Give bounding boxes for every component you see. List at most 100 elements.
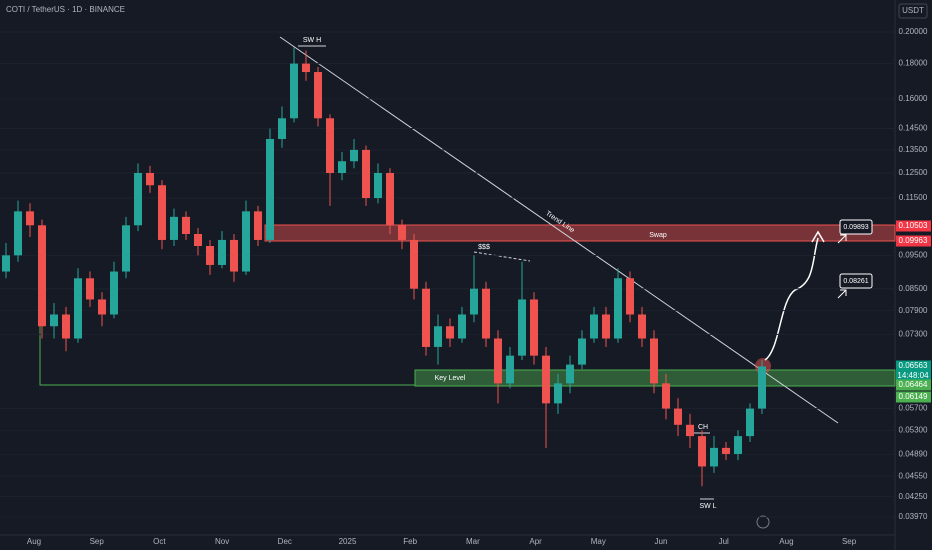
y-tick-label: 0.14500 <box>899 124 928 133</box>
candle-body <box>278 118 286 139</box>
price-label: 14:48:04 <box>897 371 929 380</box>
candle-body <box>662 383 670 409</box>
candle-body <box>494 338 502 384</box>
y-tick-label: 0.04250 <box>899 492 928 501</box>
y-tick-label: 0.11500 <box>899 193 928 202</box>
annotation: Swap <box>649 232 667 239</box>
candle-body <box>710 447 718 467</box>
projection-arrow <box>811 230 825 243</box>
candle-body <box>506 355 514 384</box>
x-tick-label: May <box>591 537 606 546</box>
candle-body <box>110 271 118 315</box>
candle-body <box>26 211 34 226</box>
price-label-box <box>896 379 931 391</box>
candles <box>0 31 895 518</box>
chart-title: COTI / TetherUS · 1D · BINANCE <box>6 5 125 14</box>
candle-body <box>542 355 550 404</box>
annotation: SW L <box>699 503 716 510</box>
y-tick-label: 0.12500 <box>899 168 928 177</box>
candle-body <box>38 225 46 327</box>
candle-body <box>734 436 742 454</box>
target-box <box>839 219 873 235</box>
annotation: 0.08261 <box>843 278 868 285</box>
y-tick-label: 0.08500 <box>899 284 928 293</box>
price-label-box <box>896 220 931 232</box>
price-label: 0.06563 <box>899 361 928 370</box>
candle-body <box>482 288 490 339</box>
candle-body <box>530 299 538 356</box>
candle-body <box>14 211 22 256</box>
candle-body <box>602 314 610 339</box>
candle-body <box>254 211 262 240</box>
y-tick-label: 0.05700 <box>899 404 928 413</box>
annotation: 0.09893 <box>843 224 868 231</box>
price-label-box <box>896 370 931 382</box>
y-tick-label: 0.18000 <box>899 59 928 68</box>
candle-body <box>554 383 562 404</box>
candle-body <box>290 63 298 119</box>
y-tick-label: 0.04890 <box>899 450 928 459</box>
annotation: $$$ <box>478 244 490 251</box>
time-axis <box>0 535 932 550</box>
candle-body <box>446 326 454 339</box>
x-tick-label: Oct <box>153 537 166 546</box>
candle-body <box>302 63 310 73</box>
liquidity-line <box>473 251 531 262</box>
y-tick-label: 0.13500 <box>899 145 928 154</box>
candle-body <box>578 338 586 365</box>
x-tick-label: Dec <box>278 537 292 546</box>
candle-body <box>338 161 346 173</box>
candle-body <box>626 278 634 315</box>
candle-body <box>74 278 82 339</box>
currency-box <box>898 3 928 19</box>
annotation: SW H <box>303 37 321 44</box>
candle-body <box>350 149 358 162</box>
candle-body <box>230 239 238 272</box>
target-box <box>839 273 873 289</box>
candle-body <box>170 216 178 240</box>
candle-body <box>674 408 682 425</box>
candle-body <box>698 436 706 467</box>
x-tick-label: Jun <box>655 537 668 546</box>
x-tick-label: Aug <box>779 537 793 546</box>
price-label-box <box>896 235 931 247</box>
key-level-line <box>39 240 415 386</box>
y-tick-label: 0.07900 <box>899 306 928 315</box>
candle-body <box>686 424 694 437</box>
y-tick-label: 0.05300 <box>899 426 928 435</box>
x-tick-label: Mar <box>466 537 480 546</box>
price-label-box <box>896 360 931 372</box>
candle-body <box>410 239 418 289</box>
candle-body <box>566 364 574 384</box>
candle-body <box>122 225 130 272</box>
y-tick-label: 0.09500 <box>899 250 928 259</box>
x-tick-label: Jul <box>719 537 729 546</box>
replay-icon <box>756 515 770 529</box>
candle-body <box>650 338 658 384</box>
candle-body <box>458 314 466 339</box>
y-tick-label: 0.20000 <box>899 27 928 36</box>
candle-body <box>158 185 166 240</box>
x-tick-label: Apr <box>529 537 542 546</box>
candle-body <box>434 326 442 347</box>
candle-body <box>362 149 370 199</box>
price-label: 0.06149 <box>899 392 928 401</box>
x-tick-label: Sep <box>90 537 105 546</box>
target-arrow <box>837 289 847 299</box>
candle-body <box>206 245 214 265</box>
price-label: 0.10503 <box>899 221 928 230</box>
y-tick-label: 0.07300 <box>899 329 928 338</box>
candle-body <box>422 288 430 347</box>
candle-body <box>614 278 622 339</box>
candle-body <box>638 314 646 339</box>
x-tick-label: Sep <box>842 537 857 546</box>
candle-body <box>98 299 106 315</box>
candle-body <box>146 172 154 186</box>
x-tick-label: 2025 <box>339 537 357 546</box>
candle-body <box>50 314 58 327</box>
currency: USDT <box>902 6 924 15</box>
trend-line <box>279 36 839 424</box>
candle-body <box>182 216 190 234</box>
x-tick-label: Aug <box>27 537 41 546</box>
